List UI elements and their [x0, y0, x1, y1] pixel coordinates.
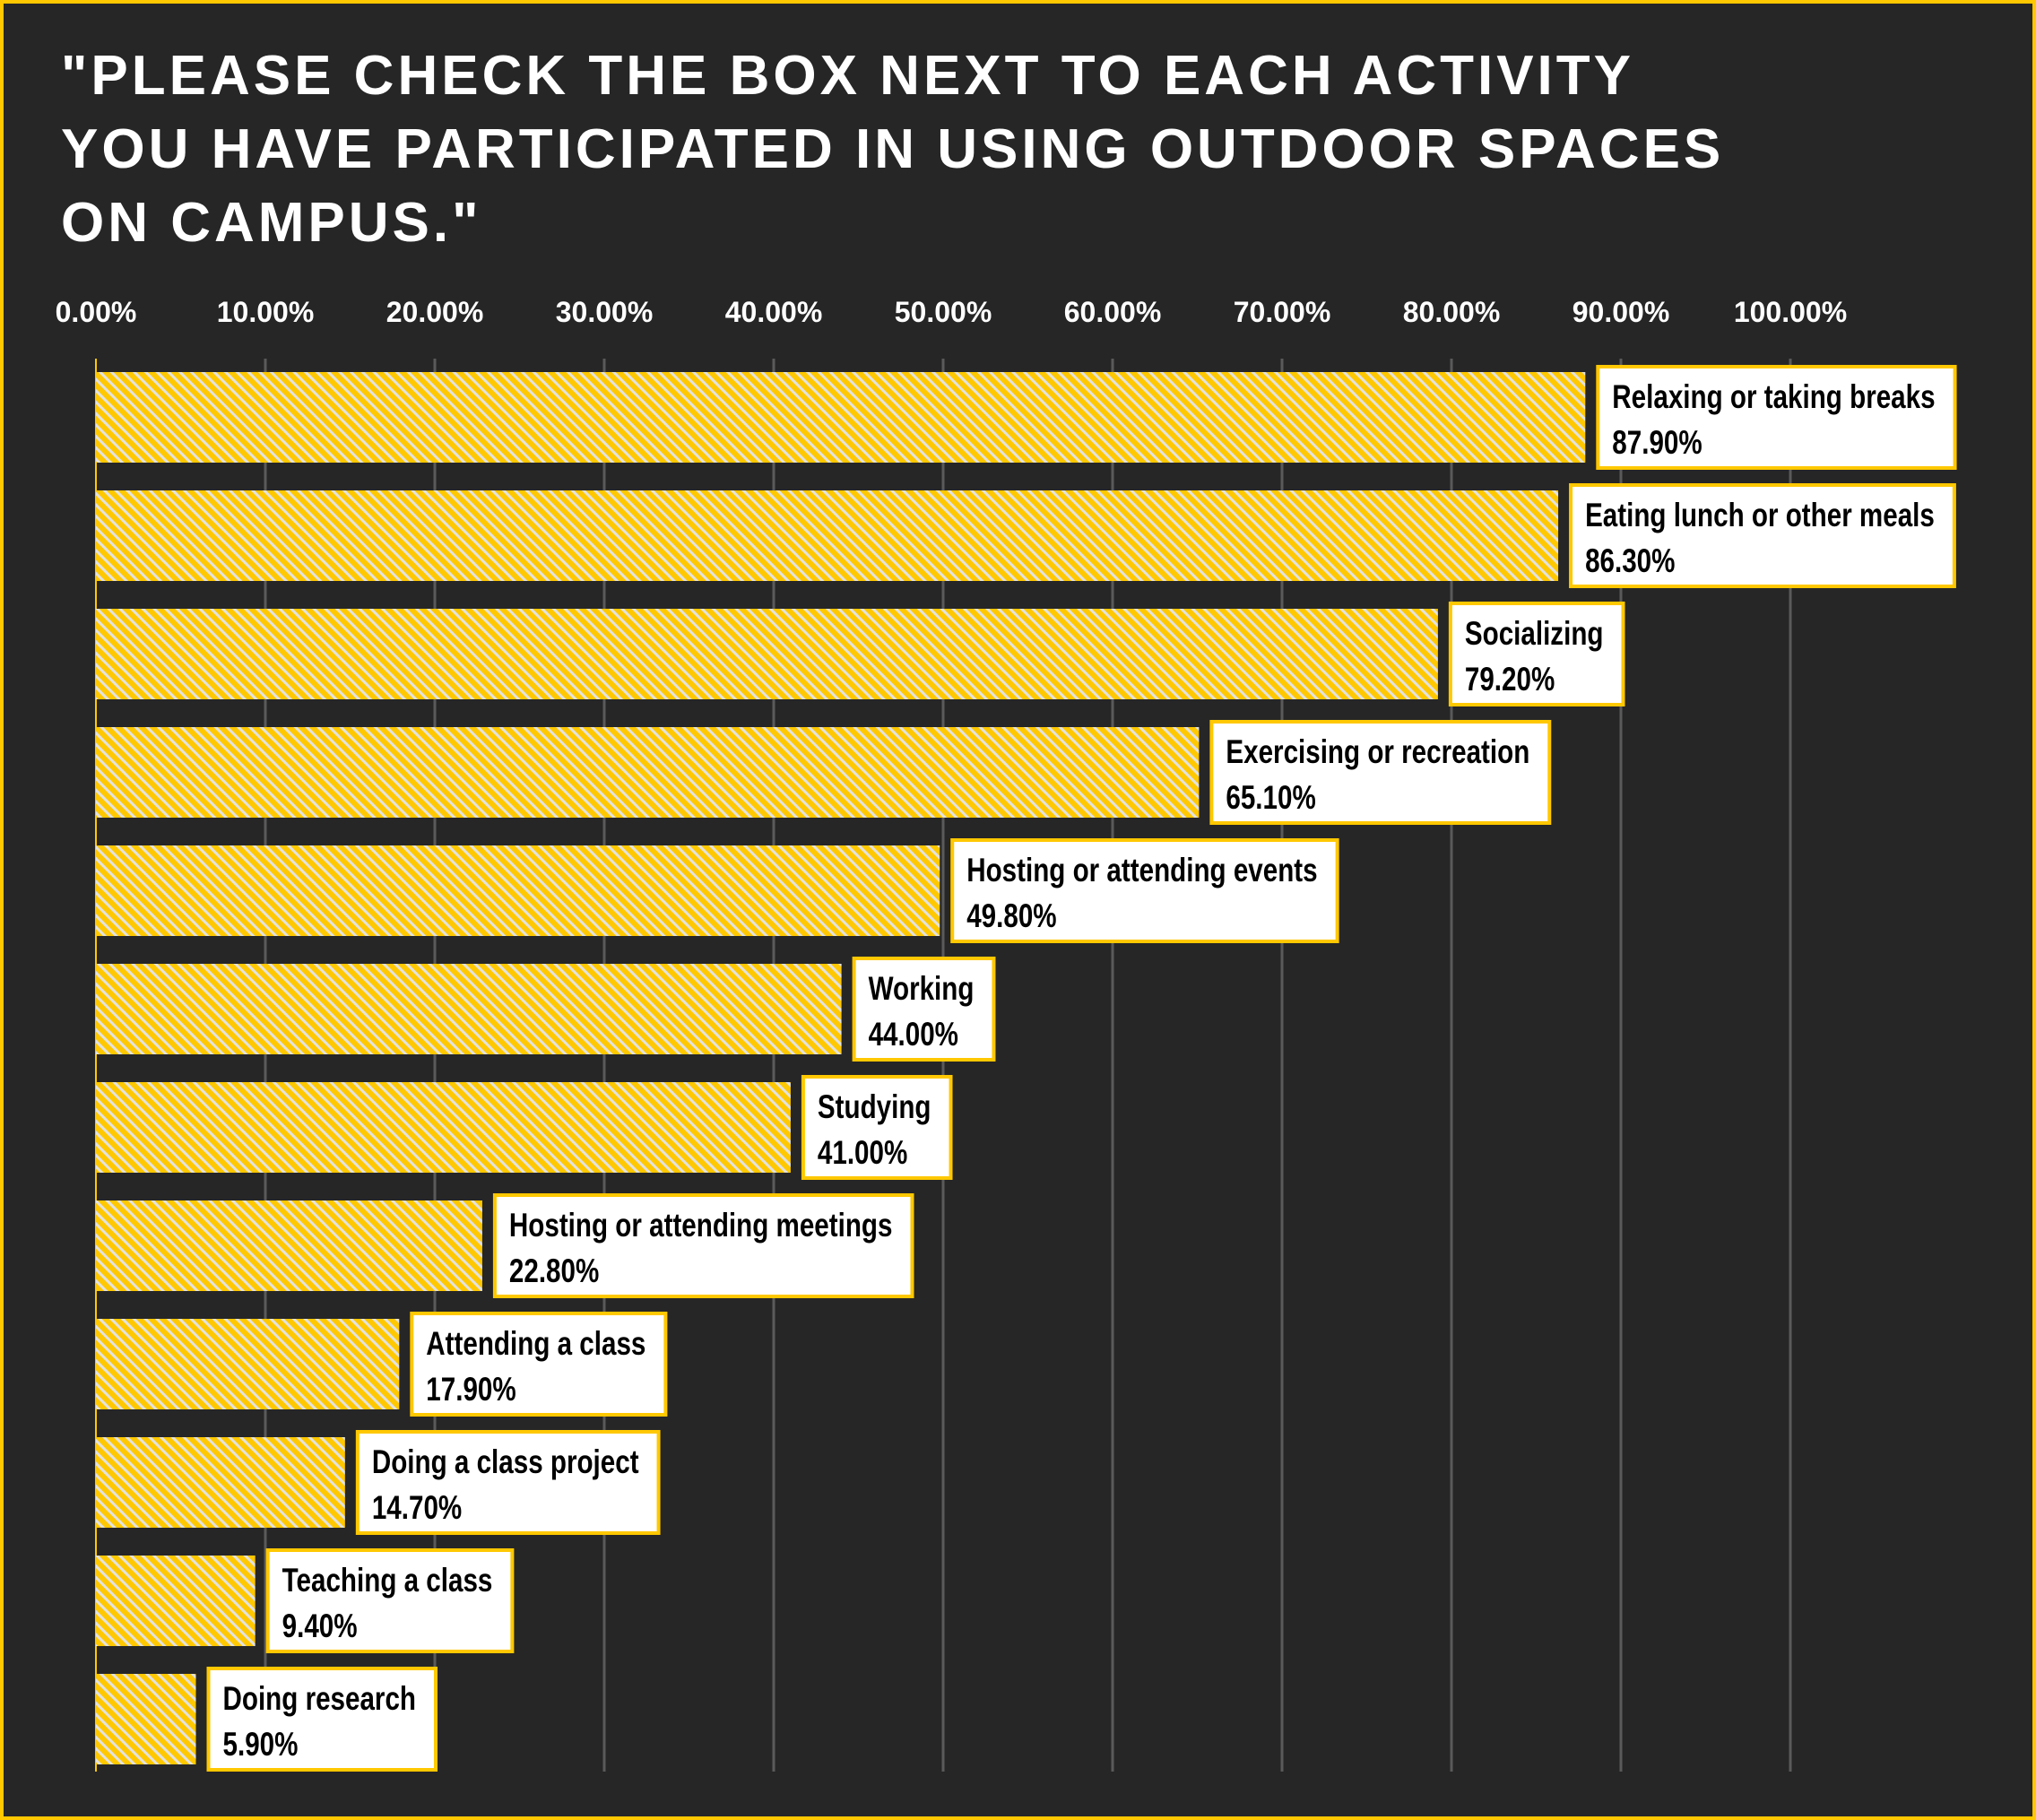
data-label: Exercising or recreation 65.10% [1209, 720, 1552, 825]
data-label: Doing a class project 14.70% [355, 1430, 661, 1535]
value-label: 49.80% [966, 897, 1056, 934]
data-label: Working 44.00% [852, 957, 996, 1062]
bar [96, 372, 1586, 463]
data-label: Hosting or attending meetings 22.80% [492, 1193, 914, 1298]
label-box [1596, 365, 1957, 470]
label-box [206, 1667, 438, 1772]
bar [96, 1082, 791, 1173]
value-label: 22.80% [509, 1252, 599, 1289]
bar-chart: 0.00% 10.00% 20.00% 30.00% 40.00% 50.00% 60.00… [56, 296, 1957, 1772]
label-box [492, 1193, 914, 1298]
value-label: 87.90% [1612, 424, 1702, 461]
x-tick-label: 10.00% [217, 296, 315, 328]
bar [96, 964, 842, 1054]
x-tick-label: 80.00% [1403, 296, 1501, 328]
x-tick-label: 70.00% [1234, 296, 1331, 328]
category-label: Exercising or recreation [1226, 733, 1529, 770]
label-box [950, 838, 1339, 943]
label-box [410, 1312, 668, 1417]
label-box [1209, 720, 1552, 825]
label-box [1569, 483, 1956, 588]
value-label: 44.00% [869, 1016, 958, 1053]
value-label: 41.00% [818, 1134, 907, 1171]
category-label: Hosting or attending meetings [509, 1207, 893, 1244]
category-label: Attending a class [426, 1325, 645, 1362]
x-tick-label: 50.00% [895, 296, 992, 328]
data-label: Teaching a class 9.40% [265, 1548, 515, 1653]
value-label: 5.90% [223, 1726, 299, 1763]
x-tick-label: 0.00% [56, 296, 137, 328]
data-label: Doing research 5.90% [206, 1667, 438, 1772]
bar [96, 1674, 196, 1764]
bar [96, 490, 1559, 581]
category-label: Hosting or attending events [966, 852, 1317, 888]
bar [96, 1200, 482, 1291]
category-label: Doing research [223, 1680, 417, 1717]
bar [96, 1556, 256, 1646]
x-tick-label: 20.00% [386, 296, 484, 328]
x-tick-label: 60.00% [1064, 296, 1162, 328]
category-label: Eating lunch or other meals [1585, 497, 1935, 533]
category-label: Studying [818, 1088, 931, 1125]
label-box [1448, 602, 1625, 706]
category-label: Doing a class project [372, 1443, 639, 1480]
data-label: Studying 41.00% [801, 1075, 953, 1180]
data-label: Socializing 79.20% [1448, 602, 1625, 706]
value-label: 86.30% [1585, 542, 1675, 579]
label-box [852, 957, 996, 1062]
category-label: Socializing [1465, 615, 1604, 652]
data-label: Attending a class 17.90% [410, 1312, 668, 1417]
value-label: 14.70% [372, 1489, 462, 1526]
bar [96, 727, 1200, 818]
label-box [801, 1075, 953, 1180]
category-label: Relaxing or taking breaks [1612, 378, 1935, 415]
data-label: Hosting or attending events 49.80% [950, 838, 1339, 943]
bar [96, 609, 1438, 699]
value-label: 65.10% [1226, 779, 1315, 816]
x-tick-label: 100.00% [1734, 296, 1847, 328]
x-tick-label: 40.00% [725, 296, 823, 328]
label-box [265, 1548, 515, 1653]
category-label: Teaching a class [282, 1562, 493, 1599]
chart-title: "Please check the box next to each activ… [61, 45, 1725, 254]
bar [96, 845, 940, 936]
data-label: Relaxing or taking breaks 87.90% [1596, 365, 1957, 470]
value-label: 79.20% [1465, 661, 1555, 698]
value-label: 17.90% [426, 1371, 515, 1408]
x-tick-label: 30.00% [556, 296, 654, 328]
value-label: 9.40% [282, 1608, 358, 1644]
data-label: Eating lunch or other meals 86.30% [1569, 483, 1956, 588]
bar [96, 1319, 400, 1409]
label-box [355, 1430, 661, 1535]
bar [96, 1437, 345, 1528]
category-label: Working [869, 970, 975, 1007]
x-tick-label: 90.00% [1572, 296, 1670, 328]
